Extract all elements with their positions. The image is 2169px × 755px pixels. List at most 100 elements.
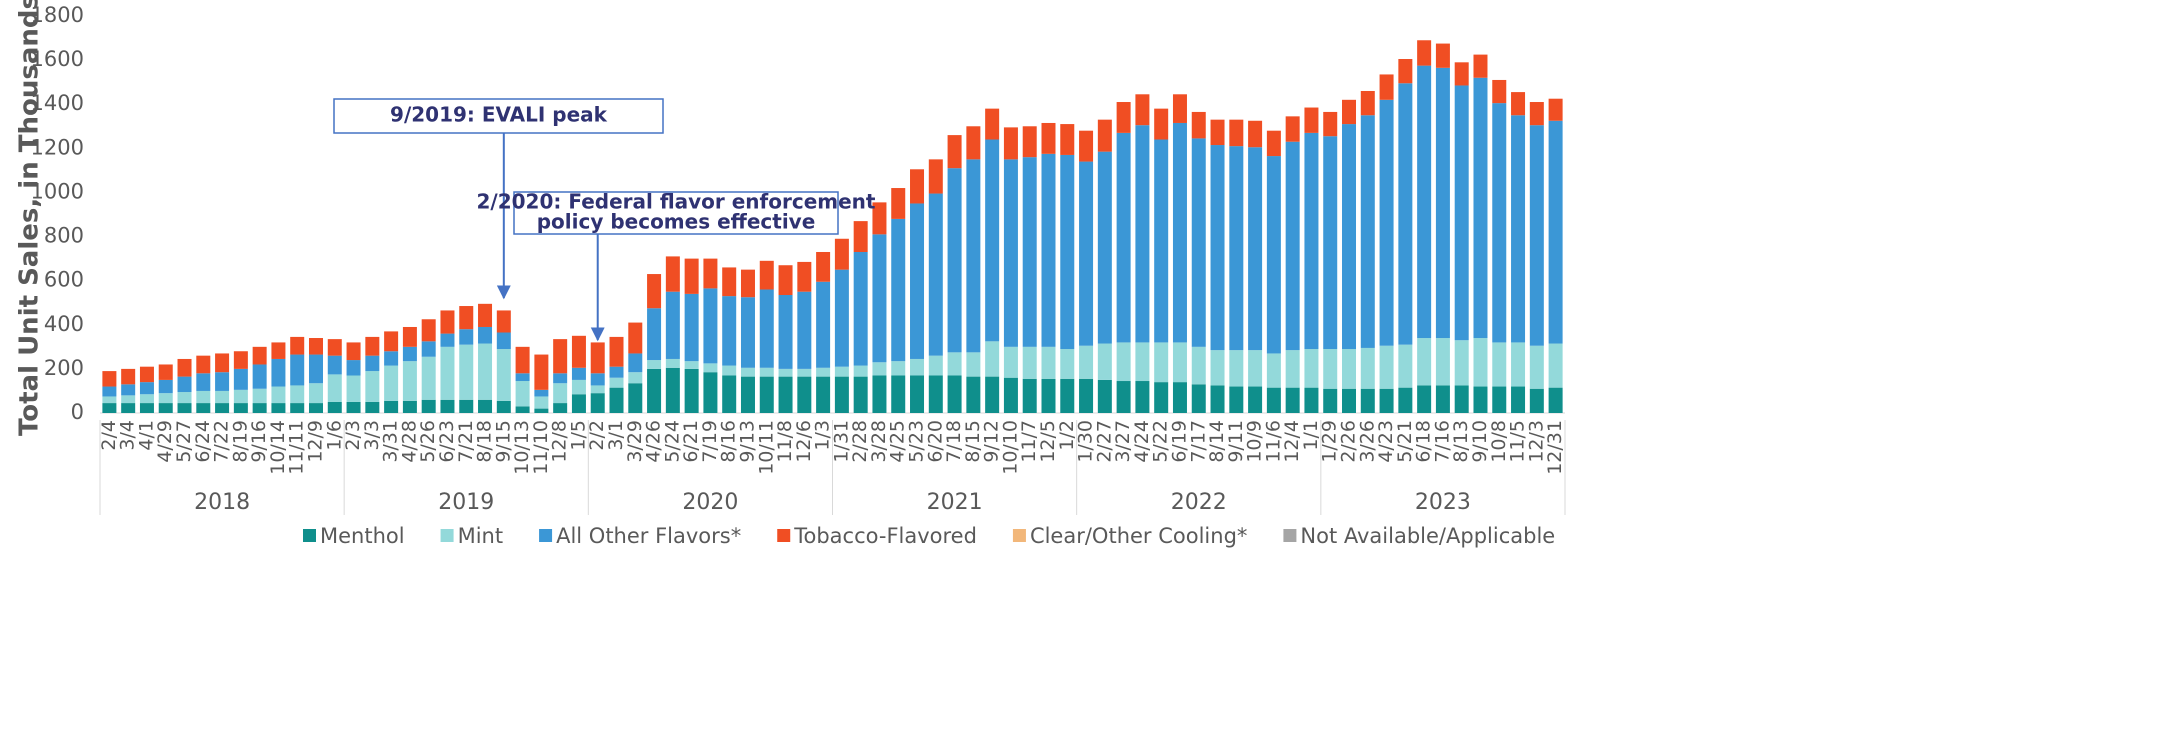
bar-segment <box>1323 136 1338 350</box>
year-label: 2023 <box>1415 490 1471 515</box>
bar-segment <box>1041 346 1056 379</box>
bar-segment <box>778 376 793 413</box>
bar-segment <box>290 403 305 413</box>
bar-segment <box>1097 343 1112 380</box>
x-tick-label: 5/24 <box>661 420 683 463</box>
x-tick-label: 3/3 <box>361 420 383 451</box>
x-tick-label: 11/10 <box>530 420 552 475</box>
bar-segment <box>1323 349 1338 389</box>
bar-segment <box>1154 382 1169 413</box>
bar-segment <box>590 393 605 413</box>
bar-segment <box>1548 387 1563 413</box>
bar-segment <box>365 355 380 372</box>
bar-segment <box>1041 153 1056 347</box>
bar-segment <box>1191 346 1206 385</box>
bar-segment <box>365 371 380 402</box>
x-tick-label: 8/15 <box>962 420 984 463</box>
bar-segment <box>1266 156 1281 354</box>
bar-segment <box>402 346 417 362</box>
x-tick-label: 12/31 <box>1544 420 1566 475</box>
bar-segment <box>703 372 718 413</box>
bar-segment <box>1454 340 1469 386</box>
bar-segment <box>703 363 718 373</box>
x-tick-label: 11/7 <box>1018 420 1040 463</box>
bar-segment <box>1548 98 1563 121</box>
bar-segment <box>215 353 230 373</box>
bar-segment <box>966 376 981 413</box>
y-tick-label: 1200 <box>31 135 84 159</box>
x-tick-label: 2/28 <box>849 420 871 463</box>
bar-segment <box>647 308 662 361</box>
bar-segment <box>1342 99 1357 125</box>
x-tick-label: 3/1 <box>605 420 627 451</box>
bar-segment <box>665 256 680 292</box>
bar-segment <box>1435 43 1450 68</box>
bar-segment <box>121 384 136 396</box>
x-tick-label: 10/14 <box>267 420 289 475</box>
bar-segment <box>722 375 737 413</box>
bar-segment <box>1379 74 1394 100</box>
bar-segment <box>628 353 643 373</box>
bar-segment <box>1248 147 1263 351</box>
x-tick-label: 10/13 <box>511 420 533 475</box>
x-tick-label: 1/31 <box>830 420 852 463</box>
bar-segment <box>778 295 793 369</box>
x-tick-label: 1/2 <box>1056 420 1078 451</box>
bar-segment <box>928 355 943 376</box>
bar-segment <box>459 399 474 413</box>
x-tick-label: 1/3 <box>812 420 834 451</box>
y-tick-label: 800 <box>44 224 84 248</box>
bar-segment <box>440 333 455 347</box>
bar-segment <box>252 388 267 404</box>
bar-segment <box>177 403 192 413</box>
y-tick-label: 0 <box>71 400 84 424</box>
bar-segment <box>1210 119 1225 146</box>
legend-label: Tobacco-Flavored <box>793 524 977 548</box>
bar-segment <box>872 375 887 413</box>
legend-label: Menthol <box>320 524 405 548</box>
bar-segment <box>177 392 192 404</box>
bar-segment <box>421 341 436 357</box>
bar-segment <box>1342 349 1357 389</box>
bar-segment <box>384 331 399 352</box>
bar-segment <box>327 401 342 413</box>
legend-label: All Other Flavors* <box>556 524 741 548</box>
bar-segment <box>1285 350 1300 388</box>
bar-segment <box>571 379 586 395</box>
bar-segment <box>346 401 361 413</box>
x-tick-label: 7/19 <box>699 420 721 463</box>
bar-segment <box>853 221 868 252</box>
bar-segment <box>215 403 230 413</box>
bar-segment <box>290 354 305 386</box>
x-tick-label: 6/21 <box>680 420 702 463</box>
bar-segment <box>1135 94 1150 126</box>
bar-segment <box>384 365 399 401</box>
bar-segment <box>891 375 906 413</box>
x-tick-label: 12/9 <box>304 420 326 463</box>
x-tick-label: 5/26 <box>417 420 439 463</box>
bar-segment <box>797 291 812 369</box>
bar-segment <box>703 288 718 364</box>
x-tick-label: 5/27 <box>173 420 195 463</box>
bar-segment <box>553 403 568 413</box>
x-tick-label: 12/5 <box>1037 420 1059 463</box>
bar-segment <box>515 381 530 407</box>
x-tick-label: 2/26 <box>1338 420 1360 463</box>
bar-segment <box>665 291 680 359</box>
bar-segment <box>139 394 154 404</box>
bar-segment <box>1492 103 1507 343</box>
bar-segment <box>534 354 549 390</box>
bar-segment <box>1060 349 1075 379</box>
bar-segment <box>1248 120 1263 148</box>
bar-segment <box>928 159 943 194</box>
bar-segment <box>1304 387 1319 413</box>
x-tick-label: 12/8 <box>549 420 571 463</box>
bar-segment <box>834 376 849 413</box>
x-tick-label: 1/1 <box>1300 420 1322 451</box>
bar-segment <box>478 399 493 413</box>
bar-segment <box>1304 107 1319 133</box>
bar-segment <box>158 364 173 380</box>
bar-segment <box>1229 119 1244 147</box>
bar-segment <box>1304 132 1319 350</box>
x-tick-label: 2/2 <box>586 420 608 451</box>
